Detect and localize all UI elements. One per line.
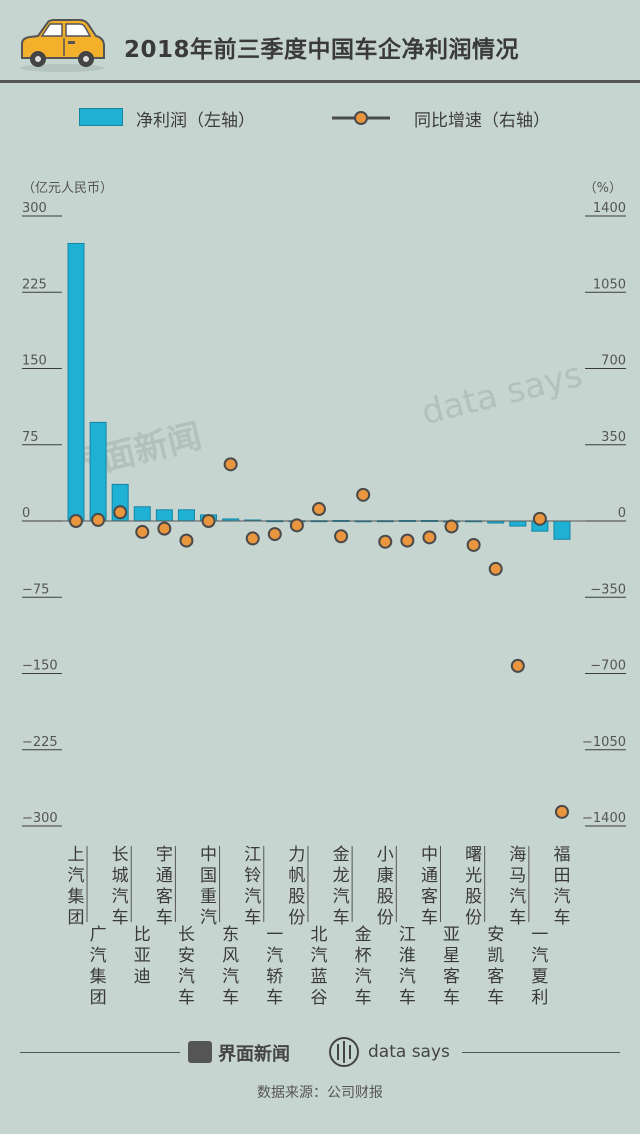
category-label: 安凯客车 <box>487 925 504 1008</box>
category-label: 小康股份 <box>377 845 394 928</box>
legend: 净利润（左轴） 同比增速（右轴） <box>0 100 640 136</box>
header: 2018年前三季度中国车企净利润情况 <box>0 0 640 83</box>
left-tick-label: −225 <box>22 735 58 750</box>
dot-北汽蓝谷 <box>311 502 326 517</box>
category-label: 江淮汽车 <box>399 925 416 1008</box>
left-tick-label: −300 <box>22 811 58 826</box>
bar-上汽集团 <box>67 242 85 522</box>
left-tick-label: 225 <box>22 277 47 292</box>
jiemian-logo-icon <box>188 1041 212 1063</box>
dot-曙光股份 <box>466 537 481 552</box>
dot-小康股份 <box>378 534 393 549</box>
dot-金杯汽车 <box>356 487 371 502</box>
right-axis-unit: （%） <box>584 181 622 196</box>
dot-力帆股份 <box>289 518 304 533</box>
dot-中国重汽 <box>201 514 216 528</box>
dot-一汽夏利 <box>532 511 547 526</box>
right-tick-label: −350 <box>590 582 626 597</box>
dot-亚星客车 <box>444 519 459 534</box>
dot-长安汽车 <box>179 533 194 548</box>
category-label: 东风汽车 <box>222 925 239 1008</box>
dot-福田汽车 <box>554 804 569 819</box>
right-tick-label: 1050 <box>593 277 626 292</box>
footer-divider-right <box>462 1052 620 1053</box>
page-title: 2018年前三季度中国车企净利润情况 <box>124 37 520 63</box>
dot-江铃汽车 <box>245 531 260 546</box>
dot-东风汽车 <box>223 457 238 472</box>
left-tick-label: −150 <box>22 659 58 674</box>
right-tick-label: −700 <box>590 659 626 674</box>
category-label: 长城汽车 <box>112 845 129 928</box>
dot-海马汽车 <box>510 658 525 673</box>
bar-宇通客车 <box>155 509 173 522</box>
left-tick-label: 150 <box>22 354 47 369</box>
category-label: 中通客车 <box>421 845 438 928</box>
legend-bar-label: 净利润（左轴） <box>136 111 255 131</box>
dot-江淮汽车 <box>400 533 415 548</box>
footer-divider-left <box>20 1052 180 1053</box>
category-label: 金杯汽车 <box>355 925 372 1008</box>
brand-jiemian-name: 界面新闻 <box>218 1044 290 1065</box>
category-label: 上汽集团 <box>68 845 85 928</box>
dot-长城汽车 <box>113 505 128 520</box>
dot-比亚迪 <box>135 524 150 539</box>
bar-长安汽车 <box>177 509 195 522</box>
category-label: 比亚迪 <box>134 925 151 987</box>
left-tick-label: −75 <box>22 582 49 597</box>
dot-广汽集团 <box>91 512 106 527</box>
category-label: 金龙汽车 <box>333 845 350 928</box>
car-icon <box>20 19 105 72</box>
category-label: 广汽集团 <box>90 925 107 1008</box>
right-tick-label: 1400 <box>593 201 626 216</box>
dot-安凯客车 <box>488 561 503 576</box>
brand-datasays-name: data says <box>368 1042 450 1062</box>
bar-广汽集团 <box>89 421 107 522</box>
category-label: 长安汽车 <box>178 925 195 1008</box>
category-label: 中国重汽 <box>200 845 217 928</box>
left-tick-label: 0 <box>22 506 30 521</box>
legend-bar-swatch <box>79 108 123 126</box>
right-tick-label: 0 <box>618 506 626 521</box>
data-source: 数据来源：公司财报 <box>257 1085 383 1101</box>
dot-一汽轿车 <box>267 527 282 542</box>
right-tick-label: 700 <box>601 354 626 369</box>
right-tick-label: −1050 <box>582 735 626 750</box>
category-label: 北汽蓝谷 <box>310 925 327 1008</box>
dot-宇通客车 <box>157 521 172 536</box>
category-label: 力帆股份 <box>288 845 305 928</box>
left-tick-label: 75 <box>22 430 39 445</box>
datasays-logo-icon <box>329 1037 359 1067</box>
category-label: 曙光股份 <box>465 845 482 928</box>
category-label: 江铃汽车 <box>244 845 261 928</box>
bar-海马汽车 <box>509 520 527 527</box>
brand-datasays: data says <box>328 1036 450 1068</box>
left-tick-label: 300 <box>22 201 47 216</box>
category-label: 一汽轿车 <box>266 925 283 1008</box>
header-divider <box>0 80 640 83</box>
left-axis-unit: （亿元人民币） <box>22 181 113 196</box>
category-label: 福田汽车 <box>553 845 570 928</box>
category-label: 一汽夏利 <box>531 925 548 1008</box>
right-tick-label: −1400 <box>582 811 626 826</box>
legend-dot-swatch <box>332 111 390 125</box>
category-label: 宇通客车 <box>156 845 173 928</box>
chart: （亿元人民币） （%） 300 225 150 75 0 −75 −150 −225 −300 140… <box>22 181 626 1008</box>
category-label: 亚星客车 <box>443 925 460 1008</box>
legend-dot-label: 同比增速（右轴） <box>414 111 550 131</box>
dot-上汽集团 <box>69 514 83 528</box>
right-tick-label: 350 <box>601 430 626 445</box>
dot-金龙汽车 <box>334 529 349 544</box>
category-label: 海马汽车 <box>509 845 526 928</box>
dot-中通客车 <box>422 530 437 545</box>
bar-比亚迪 <box>133 506 151 522</box>
bar-福田汽车 <box>553 520 571 540</box>
